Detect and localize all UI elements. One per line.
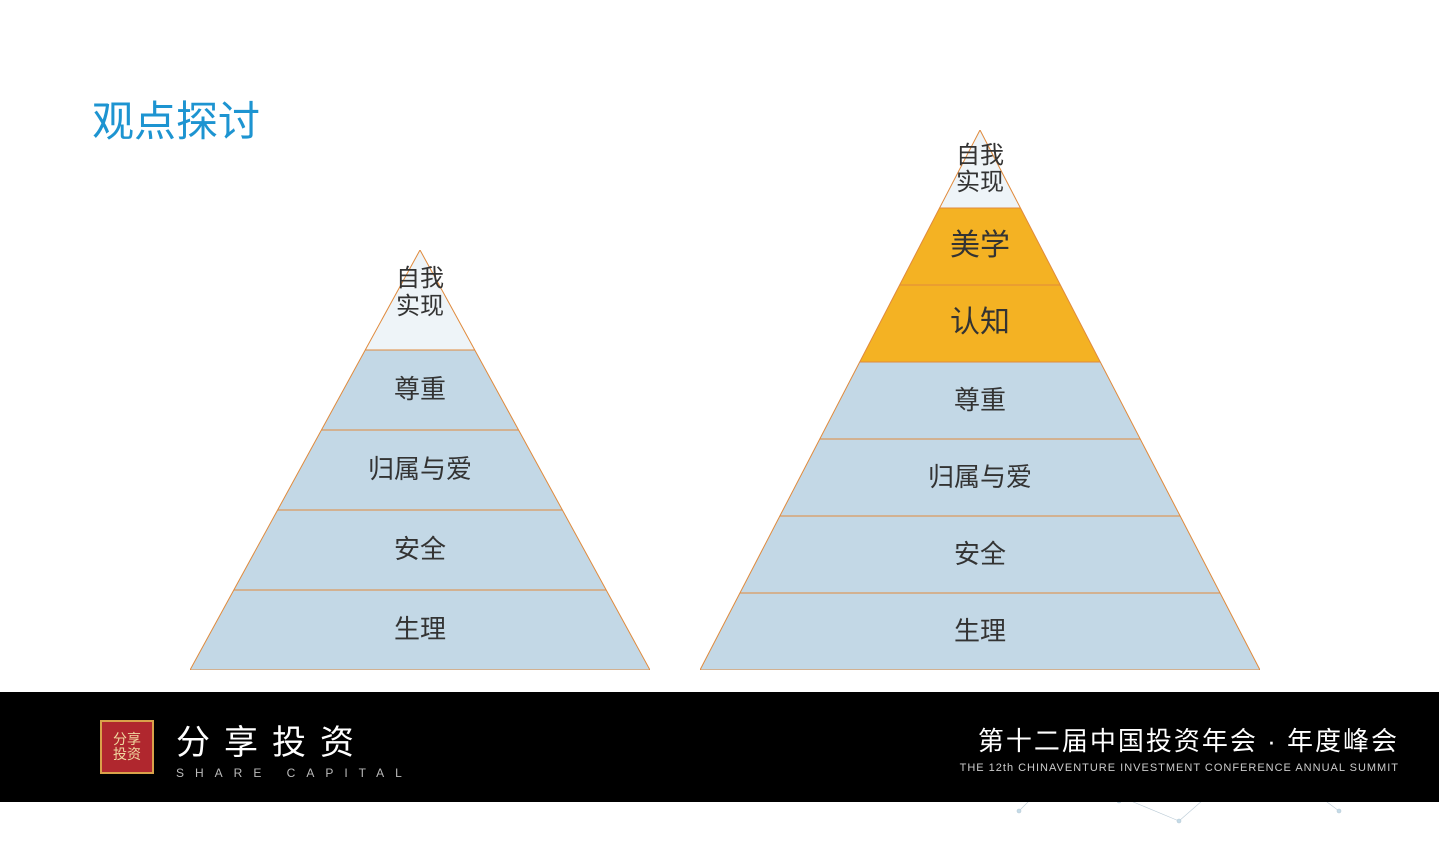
- footer-conference: 第十二届中国投资年会 · 年度峰会 THE 12th CHINAVENTURE …: [960, 721, 1399, 774]
- pyramid-left-layer-2: 安全: [190, 510, 650, 590]
- pyramid-right-layer-0-label: 美学: [950, 229, 1010, 264]
- pyramid-right-layer-1-label: 认知: [950, 306, 1010, 341]
- pyramid-left-layer-2-label: 安全: [394, 535, 446, 565]
- pyramid-right-layer-4-label: 安全: [954, 540, 1006, 570]
- pyramid-left-layer-3: 生理: [190, 590, 650, 670]
- pyramid-right-layer-1: 认知: [700, 285, 1260, 362]
- pyramid-right-layer-3-label: 归属与爱: [928, 463, 1032, 493]
- pyramid-right-layer-2: 尊重: [700, 362, 1260, 439]
- brand-name-en: SHARE CAPITAL: [176, 766, 413, 780]
- pyramid-left-layer-1-label: 归属与爱: [368, 455, 472, 485]
- pyramid-area: 自我实现尊重归属与爱安全生理 自我实现美学认知尊重归属与爱安全生理: [0, 130, 1439, 690]
- pyramid-right-layer-2-label: 尊重: [954, 386, 1006, 416]
- footer-brand: 分享投资 分享投资 SHARE CAPITAL: [100, 715, 413, 780]
- pyramid-right: 自我实现美学认知尊重归属与爱安全生理: [700, 130, 1260, 670]
- conference-title-cn: 第十二届中国投资年会 · 年度峰会: [960, 721, 1399, 758]
- pyramid-right-apex-label: 自我实现: [920, 142, 1040, 197]
- brand-name-cn: 分享投资: [176, 715, 413, 764]
- pyramid-left-layer-3-label: 生理: [394, 615, 446, 645]
- seal-text: 分享投资: [113, 732, 141, 763]
- pyramid-left-layer-0: 尊重: [190, 350, 650, 430]
- pyramid-left-layer-1: 归属与爱: [190, 430, 650, 510]
- brand-seal-icon: 分享投资: [100, 720, 154, 774]
- pyramid-left-apex-label: 自我实现: [360, 265, 480, 320]
- pyramid-right-layer-0: 美学: [700, 208, 1260, 285]
- pyramid-left-layer-0-label: 尊重: [394, 375, 446, 405]
- pyramid-right-layer-3: 归属与爱: [700, 439, 1260, 516]
- pyramid-right-layer-5-label: 生理: [954, 617, 1006, 647]
- footer-bar: 分享投资 分享投资 SHARE CAPITAL 第十二届中国投资年会 · 年度峰…: [0, 692, 1439, 802]
- pyramid-right-layer-4: 安全: [700, 516, 1260, 593]
- brand-text-block: 分享投资 SHARE CAPITAL: [176, 715, 413, 780]
- conference-title-en: THE 12th CHINAVENTURE INVESTMENT CONFERE…: [960, 762, 1399, 774]
- pyramid-left: 自我实现尊重归属与爱安全生理: [190, 250, 650, 670]
- pyramid-right-layer-5: 生理: [700, 593, 1260, 670]
